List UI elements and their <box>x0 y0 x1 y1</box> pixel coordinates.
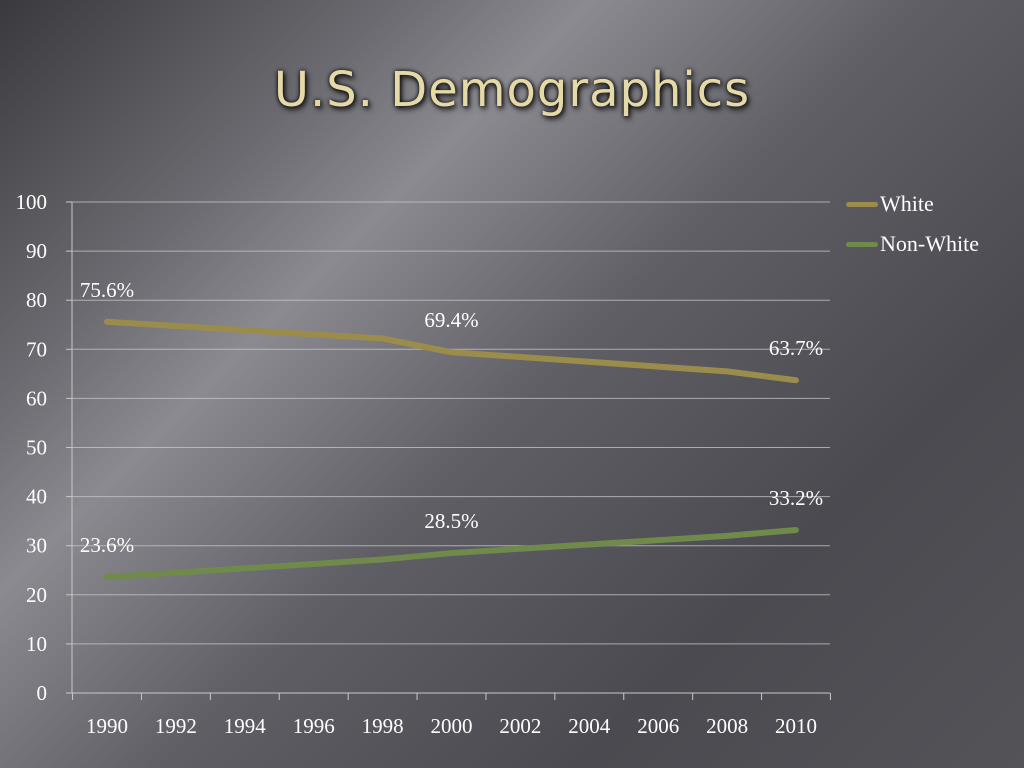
series-line-non-white <box>104 526 799 581</box>
axes: 0 10 20 30 40 50 60 70 80 90 100 1990 1992 1994 1996 19… <box>16 190 831 738</box>
y-tick-label: 0 <box>37 681 48 705</box>
legend-label-white: White <box>880 191 934 216</box>
x-tick-label: 2006 <box>637 714 679 738</box>
x-tick-label: 1990 <box>86 714 128 738</box>
x-tick-label: 2010 <box>775 714 817 738</box>
x-tick-label: 1994 <box>224 714 267 738</box>
series-lines <box>104 318 799 581</box>
y-tick-label: 70 <box>26 337 47 361</box>
x-tick-label: 1998 <box>362 714 404 738</box>
data-label-white: 69.4% <box>424 308 478 332</box>
series-line-white <box>104 318 799 384</box>
y-tick-label: 80 <box>26 288 47 312</box>
legend-swatch-white <box>846 201 878 207</box>
gridlines <box>72 201 830 645</box>
y-tick-label: 90 <box>26 239 47 263</box>
y-tick-label: 10 <box>26 632 47 656</box>
x-tick-label: 1992 <box>155 714 197 738</box>
legend-label-non-white: Non-White <box>880 231 979 256</box>
data-labels: 75.6% 69.4% 63.7% 23.6% 28.5% 33.2% <box>80 278 823 557</box>
y-tick-label: 20 <box>26 583 47 607</box>
data-label-white: 63.7% <box>769 336 823 360</box>
y-tick-label: 30 <box>26 534 47 558</box>
x-tick-label: 2002 <box>499 714 541 738</box>
y-tick-label: 60 <box>26 386 47 410</box>
legend-item-non-white: Non-White <box>846 224 979 264</box>
data-label-non-white: 28.5% <box>424 509 478 533</box>
x-tick-label: 2000 <box>431 714 473 738</box>
x-tick-label: 1996 <box>293 714 335 738</box>
y-tick-label: 50 <box>26 436 47 460</box>
x-tick-label: 2008 <box>706 714 748 738</box>
y-tick-label: 40 <box>26 485 47 509</box>
slide-title: U.S. Demographics <box>273 62 751 118</box>
legend-swatch-non-white <box>846 241 878 247</box>
x-tick-label: 2004 <box>568 714 611 738</box>
y-tick-label: 100 <box>16 190 48 214</box>
legend-item-white: White <box>846 184 979 224</box>
legend: White Non-White <box>846 184 979 264</box>
data-label-white: 75.6% <box>80 278 134 302</box>
data-label-non-white: 23.6% <box>80 533 134 557</box>
data-label-non-white: 33.2% <box>769 486 823 510</box>
